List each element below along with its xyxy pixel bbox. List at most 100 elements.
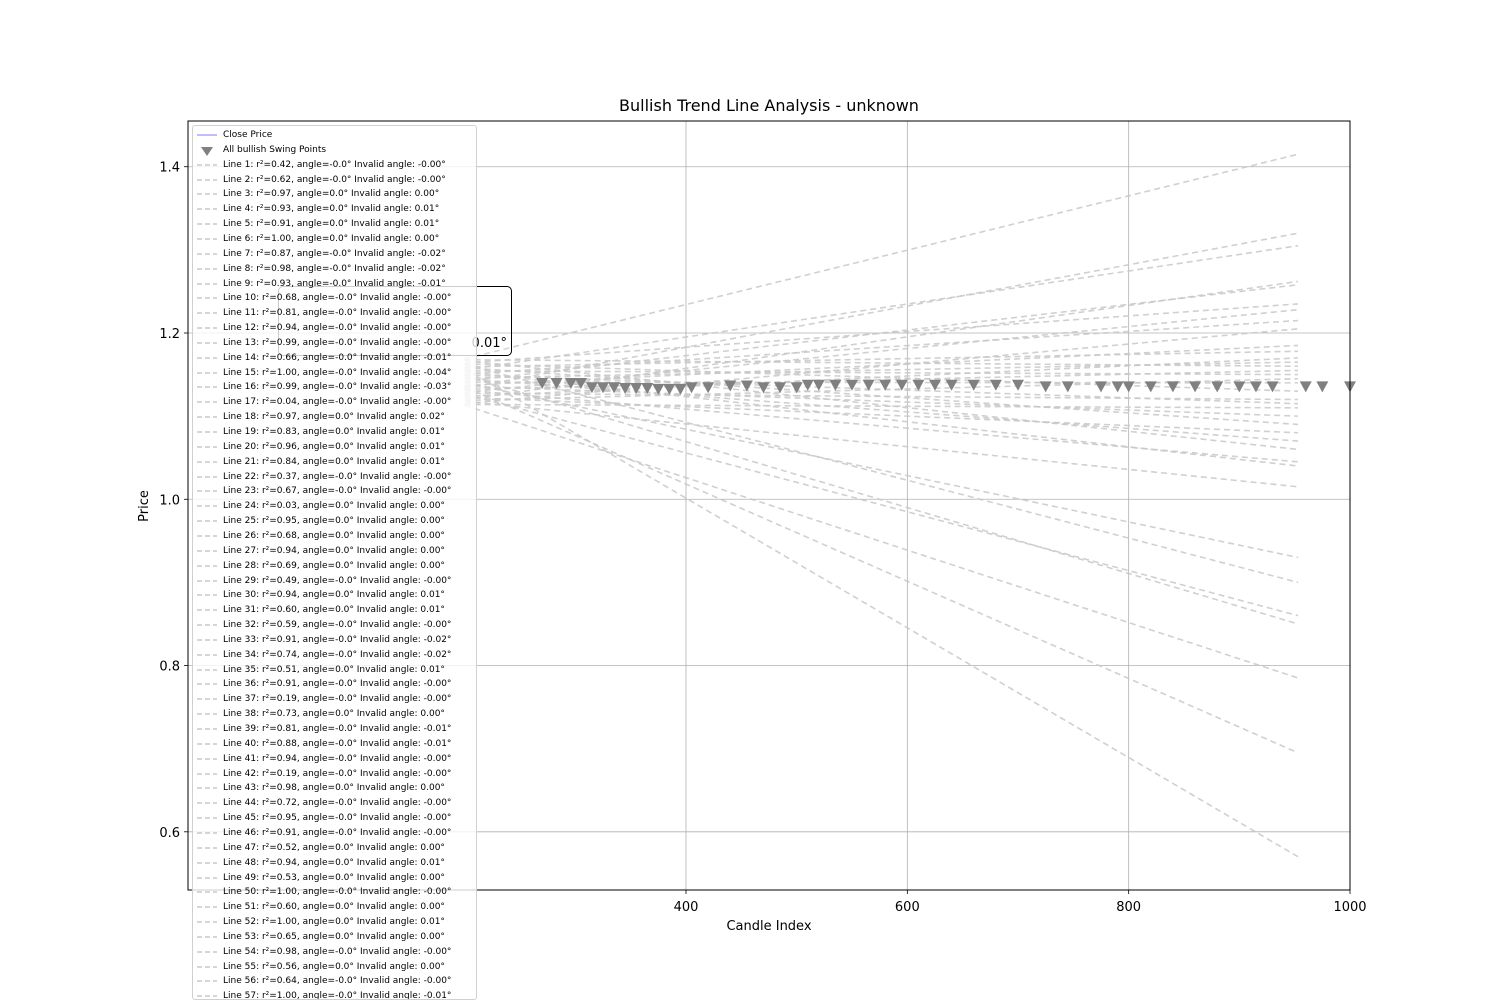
line-swatch-icon: [197, 446, 217, 448]
swing-point-marker: [846, 379, 858, 391]
trend-line: [464, 370, 1299, 376]
swing-point-marker: [989, 379, 1002, 391]
legend-label: Line 33: r²=0.91, angle=-0.0° Invalid an…: [223, 634, 452, 645]
legend-label: Line 1: r²=0.42, angle=-0.0° Invalid ang…: [223, 159, 446, 170]
swing-point-marker: [879, 379, 892, 391]
legend-label: Line 44: r²=0.72, angle=-0.0° Invalid an…: [223, 798, 452, 809]
legend-label: Line 34: r²=0.74, angle=-0.0° Invalid an…: [223, 649, 452, 660]
trend-line: [464, 280, 1299, 401]
legend-label: Line 38: r²=0.73, angle=0.0° Invalid ang…: [223, 709, 445, 720]
legend-label: Line 31: r²=0.60, angle=0.0° Invalid ang…: [223, 605, 445, 616]
line-swatch-icon: [197, 594, 217, 597]
line-swatch-icon: [197, 460, 217, 463]
trend-line: [464, 385, 1299, 417]
legend-label: Line 18: r²=0.97, angle=0.0° Invalid ang…: [223, 412, 445, 423]
legend-label: Line 14: r²=0.66, angle=-0.0° Invalid an…: [223, 352, 452, 363]
legend-label: Line 17: r²=0.04, angle=-0.0° Invalid an…: [223, 397, 452, 408]
legend-label: Line 39: r²=0.81, angle=-0.0° Invalid an…: [223, 724, 452, 734]
swing-point-marker: [702, 382, 715, 394]
legend-label: Line 50: r²=1.00, angle=-0.0° Invalid an…: [223, 887, 452, 898]
chart-title: Bullish Trend Line Analysis - unknown: [619, 96, 919, 115]
legend-label: Line 6: r²=1.00, angle=0.0° Invalid angl…: [223, 233, 440, 244]
legend-label: Line 54: r²=0.98, angle=-0.0° Invalid an…: [223, 946, 452, 957]
legend-label: Line 25: r²=0.95, angle=0.0° Invalid ang…: [223, 516, 445, 527]
line-swatch-icon: [197, 253, 217, 255]
trend-line: [464, 350, 1299, 368]
line-swatch-icon: [197, 327, 217, 329]
legend-label: Line 28: r²=0.69, angle=0.0° Invalid ang…: [223, 560, 445, 571]
swing-point-marker: [585, 382, 598, 394]
legend-label: Line 35: r²=0.51, angle=0.0° Invalid ang…: [223, 664, 445, 675]
swing-point-marker: [929, 379, 941, 391]
legend-label: Line 8: r²=0.98, angle=-0.0° Invalid ang…: [223, 263, 446, 274]
legend-label: Line 56: r²=0.64, angle=-0.0° Invalid an…: [223, 976, 452, 987]
swing-point-marker: [1111, 381, 1124, 393]
legend-label: Line 24: r²=0.03, angle=0.0° Invalid ang…: [223, 501, 445, 512]
swing-point-marker: [724, 380, 737, 392]
line-swatch-icon: [197, 757, 217, 760]
swing-point-marker: [790, 382, 803, 394]
trend-line: [464, 403, 1299, 409]
line-swatch-icon: [197, 386, 217, 389]
swing-point-marker: [574, 378, 587, 390]
swing-point-marker: [967, 379, 980, 391]
line-swatch-icon: [197, 267, 217, 270]
trend-line: [464, 392, 1299, 401]
swing-point-marker: [812, 379, 825, 391]
x-tick-label: 800: [1116, 900, 1141, 915]
line-swatch-icon: [197, 238, 217, 240]
line-swatch-icon: [197, 861, 217, 864]
line-swatch-icon: [197, 564, 217, 567]
line-swatch-icon: [197, 847, 217, 849]
y-tick-label: 1.2: [159, 327, 180, 342]
line-swatch-icon: [197, 832, 217, 834]
legend-label: Line 37: r²=0.19, angle=-0.0° Invalid an…: [223, 694, 452, 705]
line-swatch-icon: [197, 772, 217, 775]
line-swatch-icon: [197, 921, 217, 923]
trend-line: [464, 244, 1299, 371]
legend-label: Line 43: r²=0.98, angle=0.0° Invalid ang…: [223, 783, 445, 794]
legend-label: Line 30: r²=0.94, angle=0.0° Invalid ang…: [223, 590, 445, 601]
swing-point-marker: [1189, 381, 1202, 393]
swing-points: [536, 378, 1356, 395]
legend-label: Line 4: r²=0.93, angle=0.0° Invalid angl…: [223, 204, 440, 215]
swing-point-marker: [801, 379, 814, 391]
swing-point-marker: [774, 382, 787, 394]
trend-line: [464, 393, 1299, 617]
line-swatch-icon: [197, 654, 217, 656]
swing-point-marker: [1122, 381, 1135, 393]
legend-label: Line 19: r²=0.83, angle=0.0° Invalid ang…: [223, 427, 445, 437]
x-tick-label: 1000: [1333, 900, 1366, 915]
line-swatch-icon: [197, 431, 217, 433]
legend-label: Line 48: r²=0.94, angle=0.0° Invalid ang…: [223, 857, 445, 868]
trend-line: [464, 358, 1299, 368]
line-swatch-icon: [197, 357, 217, 359]
line-swatch-icon: [197, 980, 217, 983]
swing-point-marker: [1039, 381, 1052, 393]
plot-frame: [187, 120, 1351, 891]
line-swatch-icon: [197, 743, 217, 745]
swing-point-marker: [630, 383, 643, 395]
swing-point-marker: [862, 379, 875, 391]
swing-point-marker: [945, 379, 958, 391]
line-swatch-icon: [197, 728, 217, 730]
legend-label: Line 36: r²=0.91, angle=-0.0° Invalid an…: [223, 679, 452, 690]
line-swatch-icon: [197, 936, 217, 938]
swing-point-marker: [1249, 381, 1262, 393]
swing-point-marker: [1166, 381, 1179, 393]
line-swatch-icon: [197, 416, 217, 418]
line-swatch-icon: [197, 639, 217, 641]
legend-label: Line 5: r²=0.91, angle=0.0° Invalid angl…: [223, 219, 440, 230]
trend-line: [464, 344, 1299, 387]
swing-point-marker: [597, 382, 609, 394]
x-axis-label: Candle Index: [726, 919, 811, 934]
legend-label: Line 12: r²=0.94, angle=-0.0° Invalid an…: [223, 323, 452, 334]
swing-point-marker: [740, 380, 753, 392]
line-swatch-icon: [197, 297, 217, 300]
line-swatch-icon: [197, 609, 217, 611]
triangle-icon: [201, 146, 213, 156]
line-swatch-icon: [197, 505, 217, 507]
line-swatch-icon: [197, 208, 217, 210]
swing-point-marker: [536, 378, 549, 390]
legend-label: Line 10: r²=0.68, angle=-0.0° Invalid an…: [223, 293, 452, 304]
